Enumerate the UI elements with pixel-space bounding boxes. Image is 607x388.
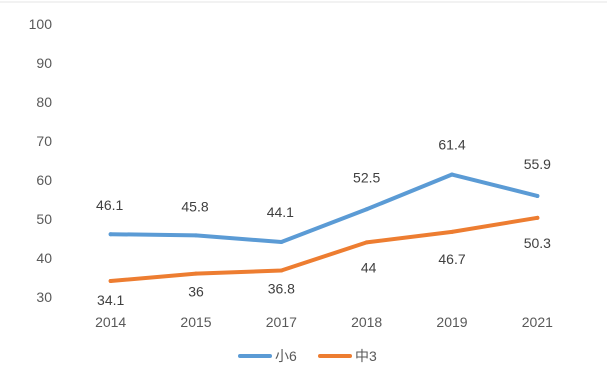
y-tick-label: 30: [36, 289, 52, 305]
data-point: [535, 193, 540, 198]
data-label: 34.1: [97, 292, 124, 308]
data-point: [450, 229, 454, 234]
y-tick-label: 70: [36, 133, 52, 149]
axis-layer: 100 90 80 70 60 50 40 30 2014 2015 2017 2018 2019 202…: [0, 1, 607, 330]
x-tick-label: 2015: [180, 314, 211, 330]
data-label: 36.8: [268, 280, 295, 296]
y-tick-label: 100: [29, 16, 53, 32]
y-tick-label: 80: [36, 94, 52, 110]
legend-label: 中3: [355, 348, 377, 364]
data-point: [108, 279, 113, 284]
series-line-2: [108, 215, 540, 284]
legend: 小6 中3: [238, 348, 377, 364]
data-label-layer: 46.1 45.8 44.1 52.5 61.4 55.9 34.1 36 36.8 44 46.7…: [96, 137, 551, 308]
x-tick-label: 2019: [436, 314, 467, 330]
series-layer: [108, 172, 540, 284]
y-tick-label: 50: [36, 211, 52, 227]
y-tick-label: 40: [36, 250, 52, 266]
data-label: 44.1: [267, 204, 294, 220]
x-tick-label: 2018: [351, 314, 382, 330]
series-line-1: [108, 172, 540, 245]
data-point: [364, 240, 369, 245]
data-label: 61.4: [438, 137, 465, 153]
data-point: [450, 172, 454, 177]
data-point: [194, 271, 198, 276]
data-point: [364, 207, 369, 212]
data-point: [194, 233, 198, 238]
legend-label: 小6: [275, 348, 297, 364]
data-point: [279, 268, 284, 273]
data-label: 55.9: [524, 156, 551, 172]
x-tick-label: 2021: [522, 314, 553, 330]
data-label: 50.3: [524, 235, 551, 251]
data-label: 44: [361, 259, 377, 275]
data-label: 46.7: [438, 251, 465, 267]
y-tick-label: 60: [36, 172, 52, 188]
data-point: [108, 232, 113, 237]
data-point: [279, 240, 284, 245]
data-point: [535, 215, 540, 220]
y-tick-label: 90: [36, 55, 52, 71]
data-label: 46.1: [96, 197, 123, 213]
data-label: 52.5: [353, 169, 380, 185]
data-label: 45.8: [181, 198, 208, 214]
x-tick-label: 2017: [266, 314, 297, 330]
data-label: 36: [188, 284, 204, 300]
x-tick-label: 2014: [95, 314, 126, 330]
